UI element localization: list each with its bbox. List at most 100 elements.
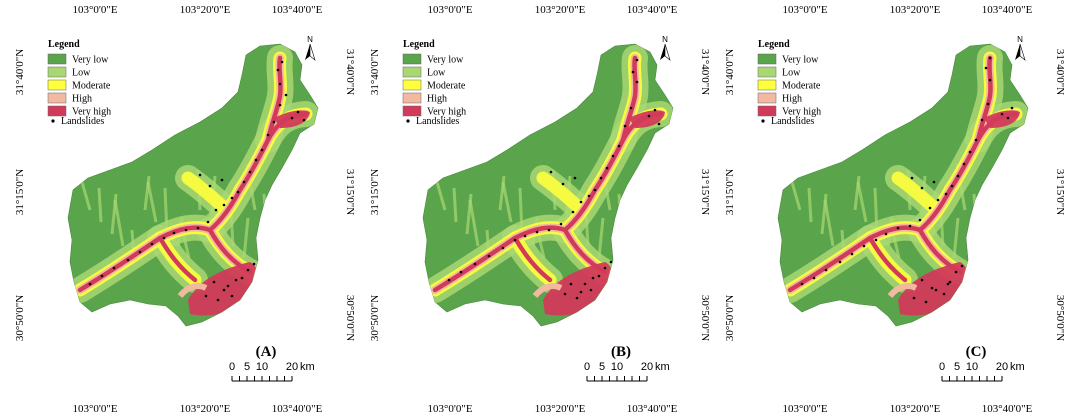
landslide-point (824, 268, 828, 272)
map-svg: 103°0'0"E 103°0'0"E 103°20'0"E 103°20'0"E 10… (724, 4, 1065, 415)
y-tick-label-left: 31°15'0"N (14, 169, 26, 215)
landslide-point (920, 186, 924, 190)
x-tick-label-bottom: 103°40'0"E (982, 403, 1033, 415)
landslide-point (547, 228, 551, 232)
legend-label: Very low (72, 55, 109, 66)
scale-tick-label: 10 (966, 361, 978, 373)
x-tick-label-bottom: 103°20'0"E (535, 403, 586, 415)
x-tick-label-bottom: 103°0'0"E (427, 403, 472, 415)
landslide-point (936, 198, 940, 202)
landslide-point (609, 260, 613, 264)
y-tick-label-right: 31°15'0"N (344, 169, 355, 215)
landslide-point (561, 182, 565, 186)
scale-unit: km (300, 361, 315, 373)
landslide-point (986, 102, 990, 106)
landslide-point (603, 266, 607, 270)
landslide-point (968, 150, 972, 154)
landslide-point (278, 103, 282, 107)
landslide-point (112, 266, 116, 270)
landslide-point (208, 184, 212, 188)
legend: Legend Very low Low Moderate High Very highLa… (757, 39, 821, 127)
svg-text:N: N (1017, 35, 1023, 44)
svg-text:N: N (307, 35, 313, 44)
landslide-point (252, 262, 256, 266)
landslide-point (862, 244, 866, 248)
map-panel-c: 103°0'0"E 103°0'0"E 103°20'0"E 103°20'0"E 10… (720, 0, 1065, 419)
landslide-point (278, 82, 282, 86)
landslide-points (88, 60, 306, 302)
legend-landslides-label: Landslides (416, 116, 459, 127)
scale-bar: 0 5 10 20 km (584, 361, 670, 382)
landslide-point (812, 276, 816, 280)
landslide-points (447, 58, 661, 300)
legend-label: Low (72, 68, 91, 79)
landslide-point (549, 170, 553, 174)
scale-tick-label: 10 (256, 361, 268, 373)
landslide-point (1006, 116, 1010, 120)
landslide-point (884, 232, 888, 236)
legend-swatch (757, 105, 777, 117)
landslide-point (196, 226, 200, 230)
landslide-point (988, 56, 992, 60)
legend-swatch (402, 79, 422, 91)
landslide-point (230, 196, 234, 200)
landslide-point (980, 118, 984, 122)
landslide-point (242, 180, 246, 184)
y-tick-label-right: 31°15'0"N (1054, 169, 1065, 215)
panel-label: (B) (611, 344, 631, 360)
x-tick-label-top: 103°40'0"E (627, 4, 678, 16)
landslide-point (850, 252, 854, 256)
landslide-point (928, 206, 932, 210)
landslide-point (222, 203, 226, 207)
scale-unit: km (1010, 361, 1025, 373)
map-panel-a: 103°0'0"E 103°0'0"E 103°20'0"E 103°20'0"E 10… (10, 0, 355, 419)
legend-label: Very high (427, 107, 466, 118)
landslide-point (284, 93, 288, 97)
susceptibility-map (777, 43, 1029, 327)
landslide-point (635, 80, 639, 84)
landslide-point (513, 238, 517, 242)
y-tick-label-left: 30°50'0"N (724, 295, 736, 341)
legend-label: Moderate (427, 81, 466, 92)
landslide-point (629, 106, 633, 110)
landslide-point (800, 282, 804, 286)
svg-text:N: N (662, 35, 668, 44)
legend-title: Legend (48, 39, 80, 50)
landslide-point (162, 236, 166, 240)
scale-tick-label: 0 (584, 361, 590, 373)
landslide-point (226, 284, 230, 288)
x-tick-label-top: 103°20'0"E (535, 4, 586, 16)
landslide-point (974, 138, 978, 142)
scale-tick-label: 10 (611, 361, 623, 373)
landslide-point (260, 148, 264, 152)
scale-bar: 0 5 10 20 km (939, 361, 1025, 382)
landslide-point (657, 122, 661, 126)
landslide-point (597, 274, 601, 278)
scale-tick-label: 20 (641, 361, 653, 373)
x-tick-label-top: 103°20'0"E (180, 4, 231, 16)
y-tick-label-right: 31°40'0"N (344, 49, 355, 95)
legend-label: Very low (782, 55, 819, 66)
landslide-point (222, 288, 226, 292)
north-arrow-icon: N (1015, 35, 1026, 61)
legend-swatch (757, 53, 777, 65)
map-svg: 103°0'0"E 103°0'0"E 103°20'0"E 103°20'0"E 10… (14, 4, 355, 415)
landslide-point (912, 296, 916, 300)
legend-label: High (72, 94, 92, 105)
landslide-point (1010, 106, 1014, 110)
y-tick-label-left: 31°40'0"N (724, 49, 736, 95)
landslide-point (934, 288, 938, 292)
landslide-point (290, 116, 294, 120)
landslide-point (988, 78, 992, 82)
legend-label: Moderate (72, 81, 111, 92)
legend-landslides-label: Landslides (61, 116, 104, 127)
landslide-point (593, 188, 597, 192)
legend-label: Low (782, 68, 801, 79)
scale-tick-label: 5 (244, 361, 250, 373)
scale-tick-label: 5 (954, 361, 960, 373)
landslide-point (653, 108, 657, 112)
panel-label: (A) (256, 344, 277, 360)
landslide-point (838, 260, 842, 264)
landslide-legend-marker (51, 119, 55, 123)
landslide-legend-marker (406, 119, 410, 123)
